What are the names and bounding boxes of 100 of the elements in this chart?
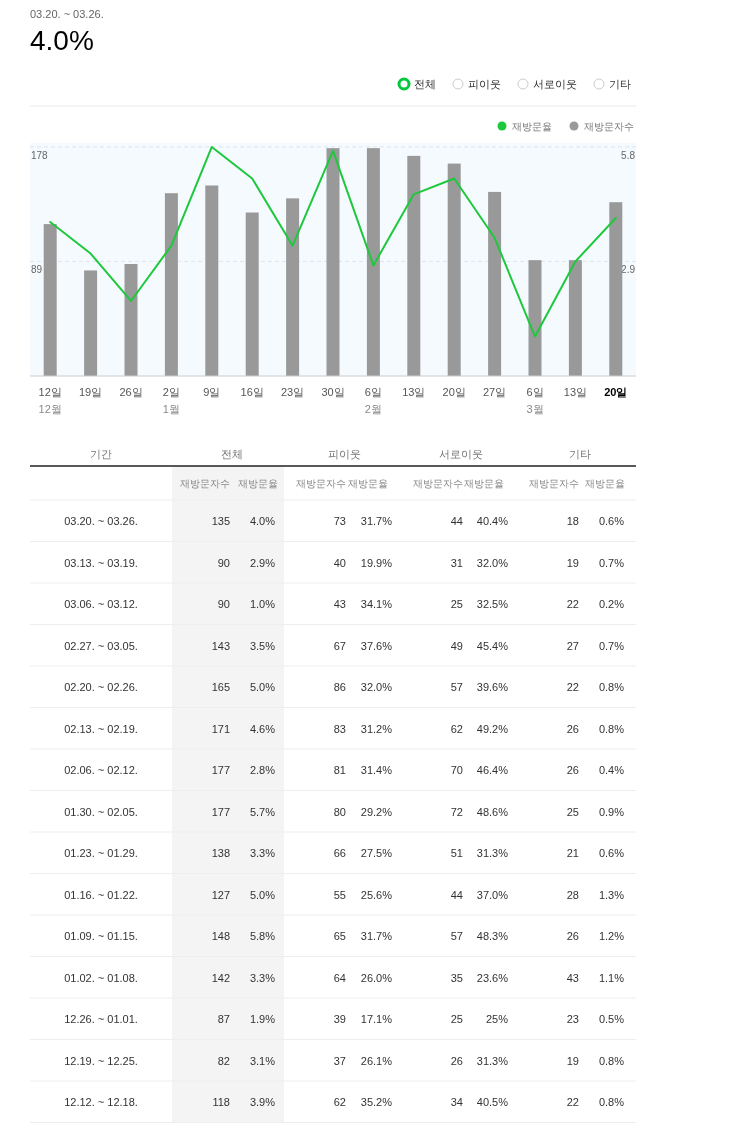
data-label: 57 [450,681,463,693]
x-tick-label: 9일 [203,386,221,398]
data-label: 3.5% [249,639,276,652]
data-label: 127 [211,888,230,901]
data-label: 143 [211,639,230,652]
y-tick-label: 178 [31,149,49,161]
data-label: 37.6% [360,639,393,652]
data-label: 1.0% [249,598,276,610]
data-label: 25 [450,598,463,610]
data-label: 81 [333,764,346,776]
data-label: 22 [566,681,579,693]
x-tick-label: 20일 [442,386,466,398]
data-label: 25% [485,1013,509,1025]
data-label: 171 [211,722,230,735]
data-label: 82 [217,1054,230,1067]
data-label: 2.8% [249,764,276,776]
data-label: 19 [566,1054,579,1067]
data-label: 80 [333,805,346,818]
data-label: 0.2% [598,598,625,610]
data-label: 57 [450,930,463,942]
data-label: 31.4% [360,764,393,776]
data-label: 31 [450,556,463,569]
data-label: 31.7% [360,930,393,942]
data-label: 5.0% [249,888,276,901]
data-label: 26 [566,722,579,735]
data-label: 32.0% [360,681,393,693]
y-tick-label: 01.30. ~ 02.05. [64,805,138,818]
data-label: 62 [450,722,463,735]
data-label: 118 [212,1096,230,1108]
x-tick-label: 13일 [402,386,426,398]
data-label: 18 [566,515,579,527]
x-tick-label: 20일 [604,386,628,398]
x-tick-label: 12일 12월 [38,386,62,415]
data-label: 148 [211,930,230,942]
data-label: 138 [211,847,230,859]
data-label: 51 [450,847,463,859]
text: 피이웃 [328,448,361,460]
chart-title: 4.0% [30,25,94,56]
data-label: 3.1% [249,1054,276,1067]
data-label: 29.2% [360,805,393,818]
data-label: 23 [566,1013,579,1025]
data-label: 44 [450,888,463,901]
x-tick-label: 재방문자수 [529,478,579,489]
data-label: 0.9% [598,805,625,818]
y-tick-label: 01.09. ~ 01.15. [64,930,138,942]
data-label: 0.8% [598,1054,625,1067]
data-label: 26.1% [360,1054,393,1067]
data-label: 3.9% [249,1096,276,1108]
data-label: 39.6% [476,681,509,693]
data-label: 31.7% [360,515,393,527]
data-label: 32.5% [476,598,509,610]
data-label: 46.4% [476,764,509,776]
data-label: 40.4% [476,515,509,527]
data-label: 25.6% [360,888,393,901]
y-tick-label: 01.16. ~ 01.22. [64,888,138,901]
data-label: 0.5% [598,1013,625,1025]
data-label: 27 [566,639,579,652]
data-label: 26.0% [360,971,393,984]
x-tick-label: 재방문자수 [413,478,463,489]
data-label: 26 [566,764,579,776]
data-label: 3.3% [249,971,276,984]
x-tick-label: 재방문자수 [296,478,346,489]
data-label: 0.6% [598,515,625,527]
data-label: 22 [566,1096,579,1108]
y-tick-label: 03.06. ~ 03.12. [64,598,138,610]
data-label: 5.0% [249,681,276,693]
data-label: 55 [333,888,346,901]
data-label: 65 [333,930,346,942]
data-label: 4.6% [249,722,276,735]
data-label: 25 [566,805,579,818]
y-tick-label: 12.19. ~ 12.25. [64,1054,138,1067]
data-label: 67 [333,639,346,652]
data-label: 39 [333,1013,346,1025]
data-label: 83 [333,722,346,735]
x-tick-label: 16일 [240,386,264,398]
data-label: 22 [566,598,579,610]
x-tick-label: 재방문율 [585,478,625,489]
x-tick-label: 19일 [78,386,103,398]
data-label: 31.3% [476,1054,509,1067]
data-label: 177 [211,805,230,818]
data-label: 90 [217,598,230,610]
data-label: 40.5% [476,1096,509,1108]
data-label: 37.0% [476,888,509,901]
data-label: 21 [566,847,579,859]
x-tick-label: 6일 2월 [364,386,382,415]
data-label: 28 [566,888,579,901]
data-label: 43 [333,598,346,610]
data-label: 31.3% [476,847,509,859]
y-tick-label: 01.02. ~ 01.08. [64,971,138,984]
x-tick-label: 재방문자수 [180,478,230,489]
data-label: 49 [450,639,463,652]
y-tick-label: 02.13. ~ 02.19. [64,722,138,735]
x-tick-label: 23일 [280,386,305,398]
data-label: 43 [566,971,579,984]
text: 서로이웃 [439,448,483,460]
data-label: 26 [450,1054,463,1067]
data-label: 4.0% [249,515,276,527]
legend-label: 재방문율 [512,121,552,132]
x-tick-label: 13일 [563,386,588,398]
y-tick-label: 02.20. ~ 02.26. [64,681,138,693]
